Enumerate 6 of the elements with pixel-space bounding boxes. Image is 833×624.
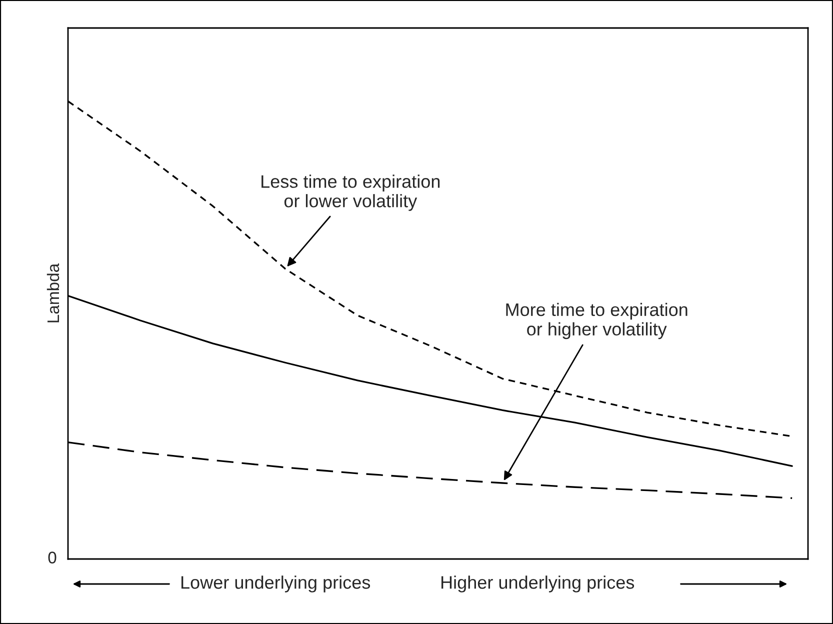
annotation: Less time to expiration or lower volatility [262, 174, 440, 211]
text: Higher underlying prices [441, 576, 634, 592]
text: Lower underlying prices [181, 576, 370, 592]
y-axis-title: Lambda [46, 263, 60, 322]
annotation: More time to expiration or higher volatility [506, 302, 688, 340]
text: 0 [48, 552, 56, 564]
